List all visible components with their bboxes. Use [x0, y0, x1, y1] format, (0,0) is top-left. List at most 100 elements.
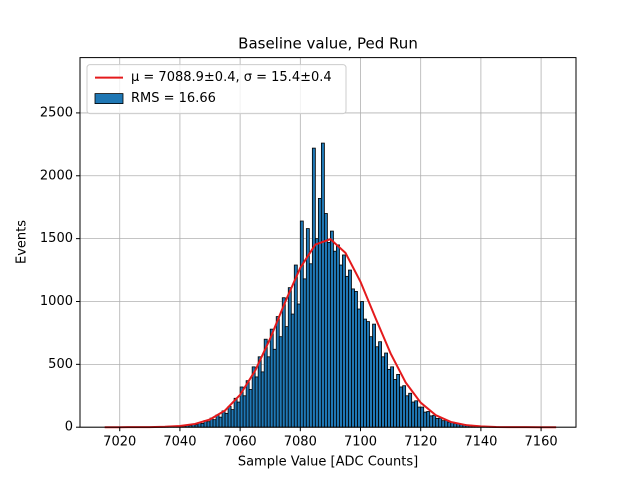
bar	[384, 352, 388, 428]
bar	[432, 414, 437, 428]
bar	[411, 401, 416, 428]
bar	[339, 264, 343, 428]
bar	[272, 348, 277, 428]
bar	[236, 401, 241, 428]
bar	[260, 371, 265, 428]
bar	[299, 220, 304, 428]
bar	[408, 392, 413, 428]
bar	[396, 373, 401, 428]
bar	[414, 400, 419, 428]
x-tick-label: 7060	[224, 435, 257, 450]
bar	[336, 244, 340, 428]
bar	[378, 341, 382, 428]
bar	[429, 415, 434, 428]
bar	[206, 421, 211, 428]
legend-label: μ = 7088.9±0.4, σ = 15.4±0.4	[131, 70, 332, 85]
bar	[390, 366, 395, 428]
bar	[230, 409, 235, 428]
bar	[345, 275, 349, 428]
x-tick-label: 7140	[464, 435, 497, 450]
bar	[420, 406, 425, 428]
bar	[372, 323, 376, 428]
bar	[360, 301, 364, 428]
bar	[435, 417, 440, 428]
y-tick-label: 500	[48, 357, 73, 372]
bar	[438, 417, 443, 428]
bar	[227, 406, 232, 428]
bar	[320, 142, 325, 428]
bar	[323, 213, 328, 428]
bar	[200, 423, 205, 428]
bar	[308, 263, 313, 428]
x-tick-label: 7160	[525, 435, 558, 450]
bar	[311, 147, 316, 428]
bar	[221, 410, 226, 428]
bar	[417, 406, 422, 428]
x-axis-label: Sample Value [ADC Counts]	[238, 455, 418, 470]
bar	[375, 346, 379, 428]
x-tick-label: 7120	[404, 435, 437, 450]
bar	[266, 356, 271, 428]
bar	[441, 420, 446, 428]
bar	[402, 385, 407, 428]
bar	[342, 254, 346, 428]
bar	[405, 395, 410, 428]
bar	[387, 368, 392, 428]
fit-line	[104, 237, 557, 429]
bar	[357, 308, 361, 428]
bar	[224, 412, 229, 428]
bar	[302, 278, 307, 428]
x-tick-label: 7040	[163, 435, 196, 450]
bar	[333, 250, 337, 428]
y-axis-label: Events	[15, 220, 30, 264]
bar	[381, 356, 385, 428]
bar	[363, 318, 367, 428]
bar	[354, 291, 358, 428]
bar	[278, 336, 283, 428]
y-tick-label: 1000	[40, 294, 73, 309]
bar	[326, 241, 331, 428]
bar	[393, 379, 398, 428]
x-tick-label: 7020	[103, 435, 136, 450]
y-tick-label: 1500	[40, 231, 73, 246]
bar	[212, 419, 217, 428]
bar	[447, 421, 452, 428]
y-tick-label: 2500	[40, 105, 73, 120]
chart-title: Baseline value, Ped Run	[238, 35, 418, 53]
bar	[293, 264, 298, 428]
bar	[275, 316, 280, 428]
bar	[317, 197, 322, 428]
bar	[284, 326, 289, 428]
axes-frame	[79, 57, 577, 428]
bar	[281, 297, 286, 428]
bar	[366, 321, 370, 428]
bar	[287, 287, 292, 428]
bar	[248, 389, 253, 428]
bar	[330, 230, 334, 428]
x-tick-label: 7100	[344, 435, 377, 450]
legend-label: RMS = 16.66	[131, 91, 216, 106]
bar	[369, 336, 373, 428]
bar	[254, 376, 259, 428]
legend-patch	[94, 93, 124, 104]
legend-box	[86, 64, 347, 115]
bar	[245, 380, 250, 428]
bar	[242, 395, 247, 428]
bar	[399, 386, 404, 428]
bar	[426, 411, 431, 428]
marks	[104, 142, 557, 429]
bar	[296, 303, 301, 428]
bar	[423, 411, 428, 428]
x-tick-label: 7080	[284, 435, 317, 450]
bar	[348, 269, 352, 428]
bar	[290, 313, 295, 428]
bar	[351, 288, 355, 428]
y-tick-label: 0	[65, 420, 73, 435]
y-tick-label: 2000	[40, 168, 73, 183]
bar	[269, 328, 274, 428]
bar	[218, 416, 223, 428]
bar	[257, 356, 262, 428]
bar	[314, 238, 319, 428]
bar	[233, 397, 238, 428]
